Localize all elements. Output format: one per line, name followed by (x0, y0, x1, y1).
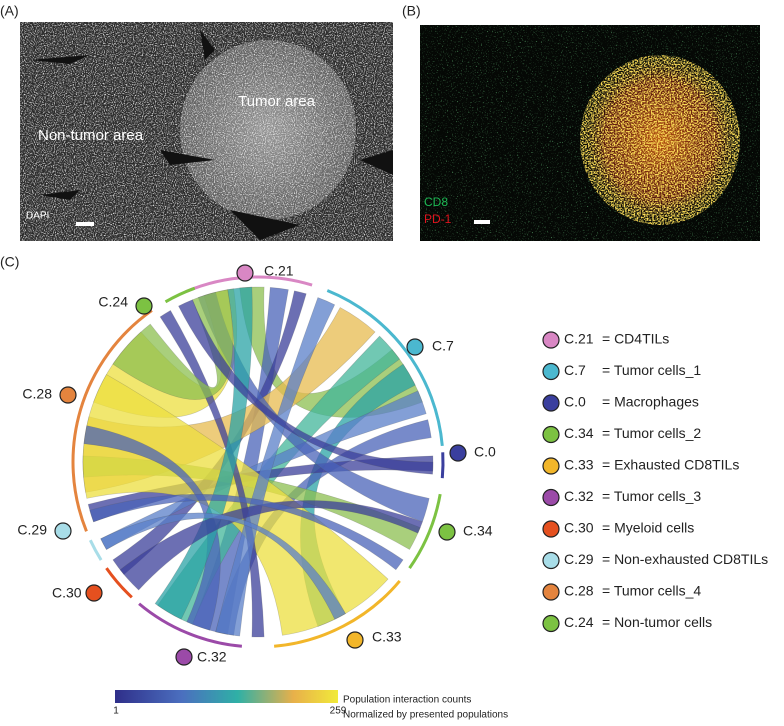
cluster-arc (71, 309, 153, 532)
chord (154, 286, 253, 620)
scale-bar (474, 220, 490, 224)
cluster-arc (326, 289, 444, 447)
legend-id: C.33 (564, 457, 594, 473)
cluster-marker (438, 523, 456, 541)
cluster-arc (408, 493, 442, 569)
cluster-marker (346, 631, 364, 649)
legend-id: C.29 (564, 551, 594, 567)
legend-marker (542, 614, 560, 633)
chord (178, 299, 434, 475)
cluster-arc (273, 579, 401, 648)
legend-desc: = CD4TILs (602, 331, 669, 347)
legend-id: C.30 (564, 520, 594, 536)
cluster-arc (88, 539, 103, 561)
legend-desc: = Myeloid cells (602, 520, 694, 536)
dapi-image (20, 22, 393, 241)
cluster-label: C.32 (197, 649, 227, 665)
cluster-label: C.28 (22, 386, 52, 402)
legend-marker (542, 551, 560, 570)
legend-desc: = Non-exhausted CD8TILs (602, 551, 768, 567)
cluster-marker (175, 648, 193, 666)
legend-marker (542, 488, 560, 507)
chord (119, 500, 423, 591)
cluster-marker (135, 297, 153, 315)
legend-desc: = Tumor cells_3 (602, 488, 701, 504)
channel-label: CD8 (424, 195, 448, 209)
legend-marker (542, 520, 560, 538)
legend-desc: = Non-tumor cells (602, 614, 712, 630)
annotation: Non-tumor area (38, 127, 144, 144)
annotation: Tumor area (238, 93, 316, 110)
legend-marker (542, 457, 560, 475)
cluster-label: C.24 (98, 294, 128, 310)
panel-label: (C) (0, 254, 19, 270)
cluster-label: C.29 (17, 522, 47, 538)
colorbar-min: 1 (113, 706, 119, 717)
legend-id: C.32 (564, 488, 594, 504)
cluster-arc (138, 602, 243, 648)
panel-label: (B) (402, 3, 421, 19)
cluster-label: C.33 (372, 629, 402, 645)
chord (159, 310, 265, 638)
cluster-marker (54, 522, 72, 540)
legend-id: C.0 (564, 394, 586, 410)
legend-desc: = Tumor cells_2 (602, 425, 701, 441)
colorbar-max: 259 (330, 706, 347, 717)
cluster-arc (105, 567, 133, 599)
cluster-arc (440, 452, 445, 479)
legend-id: C.7 (564, 362, 586, 378)
legend-marker (542, 425, 560, 444)
chord (89, 494, 404, 571)
cluster-label: C.30 (52, 585, 82, 601)
scale-bar (76, 222, 94, 226)
legend-marker (542, 394, 560, 412)
cluster-marker (449, 444, 467, 462)
legend-desc: = Exhausted CD8TILs (602, 457, 739, 473)
colorbar-caption: Population interaction counts (343, 695, 471, 706)
cluster-marker (236, 264, 254, 282)
fluorescence-image (420, 25, 760, 241)
legend-marker (542, 362, 560, 381)
cluster-arc (164, 286, 196, 304)
legend-desc: = Macrophages (602, 394, 699, 410)
cluster-marker (406, 338, 424, 356)
legend-marker (542, 331, 560, 349)
legend-marker (542, 583, 560, 601)
legend-desc: = Tumor cells_1 (602, 362, 701, 378)
cluster-marker (85, 584, 103, 602)
legend-desc: = Tumor cells_4 (602, 583, 701, 599)
cluster-label: C.0 (474, 444, 496, 460)
cluster-label: C.21 (264, 263, 294, 279)
cluster-label: C.34 (463, 523, 493, 539)
legend-id: C.28 (564, 583, 594, 599)
channel-label: PD-1 (424, 212, 452, 226)
chord (100, 512, 346, 620)
legend-id: C.21 (564, 331, 594, 347)
chord (215, 297, 336, 637)
colorbar (115, 690, 338, 703)
cluster-marker (59, 386, 77, 404)
annotation: DAPI (26, 211, 49, 222)
cluster-label: C.7 (432, 338, 454, 354)
legend-id: C.34 (564, 425, 594, 441)
legend-id: C.24 (564, 614, 594, 630)
colorbar-caption: Normalized by presented populations (343, 710, 508, 721)
panel-label: (A) (0, 3, 19, 19)
